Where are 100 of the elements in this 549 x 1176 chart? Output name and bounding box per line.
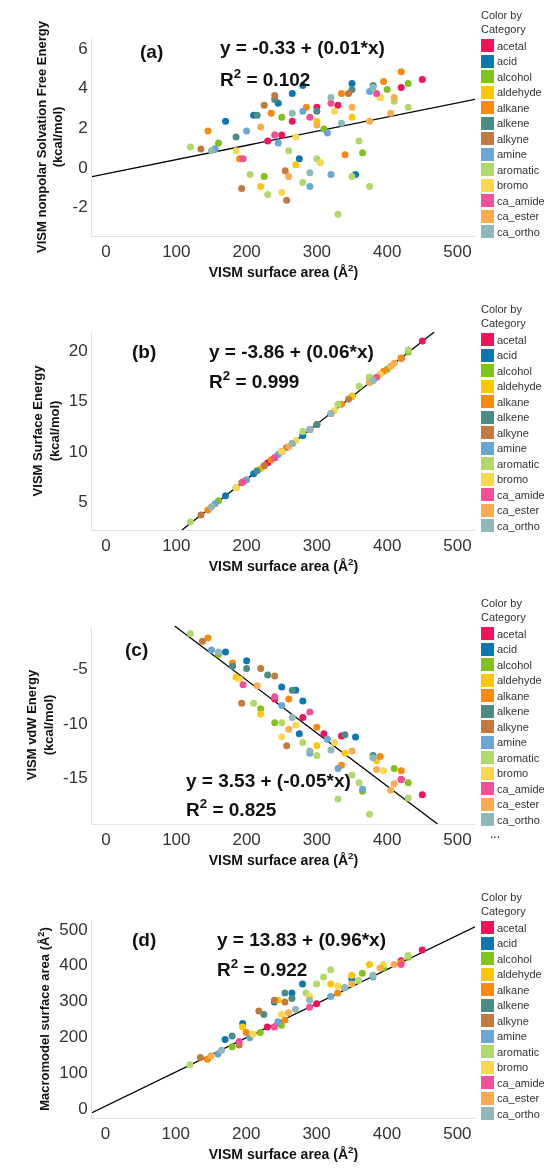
annotation: R$^{2}$ = 0.102 bbox=[220, 66, 311, 90]
legend-label: ca_ester bbox=[497, 209, 540, 224]
annotation: y = -3.86 + (0.06*x) bbox=[209, 341, 374, 362]
legend-label: ca_ester bbox=[497, 797, 540, 812]
legend-label: ca_ortho bbox=[497, 812, 540, 827]
legend-label: ca_amide bbox=[497, 193, 545, 208]
y-tick-label: 400 bbox=[59, 955, 88, 975]
legend-label: ca_ester bbox=[497, 1091, 540, 1106]
legend-label: alkane bbox=[497, 394, 530, 409]
legend-label: alkene bbox=[497, 116, 530, 131]
y-tick-label: 500 bbox=[59, 919, 88, 939]
legend-label: aromatic bbox=[497, 750, 540, 765]
legend-label: acetal bbox=[497, 626, 527, 641]
annotation: y = 3.53 + (-0.05*x) bbox=[186, 770, 351, 791]
legend-label: bromo bbox=[497, 766, 529, 781]
x-axis-title: VISM surface area (Å$^{2}$) bbox=[208, 261, 359, 280]
annotation: (a) bbox=[140, 41, 164, 62]
legend-label: bromo bbox=[497, 1060, 529, 1075]
x-tick-label: 300 bbox=[302, 1124, 331, 1144]
legend-label: acid bbox=[497, 348, 518, 363]
y-tick-label: 6 bbox=[78, 38, 88, 58]
x-tick-label: 100 bbox=[162, 536, 191, 556]
y-tick-label: 20 bbox=[68, 341, 88, 361]
x-tick-label: 200 bbox=[232, 1124, 261, 1144]
x-tick-label: 300 bbox=[302, 242, 332, 262]
annotation: y = 13.83 + (0.96*x) bbox=[217, 929, 387, 950]
y-tick-label: -15 bbox=[63, 768, 88, 788]
legend-label: ca_amide bbox=[497, 1075, 545, 1090]
y-tick-label: 10 bbox=[68, 441, 88, 461]
annotation: (d) bbox=[132, 929, 157, 950]
y-tick-label: 4 bbox=[78, 78, 88, 98]
y-axis-title: VISM Surface Energy (kcal/mol) bbox=[29, 364, 62, 497]
x-tick-label: 100 bbox=[162, 830, 191, 850]
x-tick-label: 200 bbox=[232, 242, 261, 262]
x-tick-label: 0 bbox=[100, 1124, 111, 1144]
y-tick-label: -5 bbox=[72, 659, 88, 679]
legend-label: acetal bbox=[497, 920, 527, 935]
y-tick-label: 5 bbox=[78, 491, 88, 511]
legend-label: alcohol bbox=[497, 951, 532, 966]
x-tick-label: 500 bbox=[443, 536, 472, 556]
annotation: y = -0.33 + (0.01*x) bbox=[220, 37, 385, 58]
legend-label: aldehyde bbox=[497, 379, 542, 394]
legend-label: aromatic bbox=[497, 1044, 540, 1059]
legend-label: alkene bbox=[497, 704, 530, 719]
x-tick-label: 400 bbox=[372, 830, 402, 850]
legend-label: alkane bbox=[497, 982, 530, 997]
legend-label: acetal bbox=[497, 332, 527, 347]
x-tick-label: 0 bbox=[101, 242, 111, 262]
text: ... bbox=[490, 827, 501, 841]
legend-label: aldehyde bbox=[497, 85, 542, 100]
annotation: R$^{2}$ = 0.922 bbox=[217, 956, 308, 980]
x-tick-label: 100 bbox=[162, 242, 191, 262]
x-tick-label: 400 bbox=[372, 1124, 402, 1144]
x-axis-title: VISM surface area (Å$^{2}$) bbox=[208, 849, 359, 868]
legend-label: amine bbox=[497, 735, 527, 750]
legend-label: amine bbox=[497, 1029, 527, 1044]
y-tick-label: 0 bbox=[78, 1098, 88, 1118]
legend-label: alcohol bbox=[497, 69, 532, 84]
legend-label: aromatic bbox=[497, 456, 540, 471]
legend-label: alkane bbox=[497, 100, 530, 115]
legend-label: alkyne bbox=[497, 1013, 529, 1028]
x-tick-label: 500 bbox=[443, 830, 472, 850]
x-tick-label: 400 bbox=[372, 242, 402, 262]
y-tick-label: 15 bbox=[68, 391, 88, 411]
y-tick-label: -10 bbox=[63, 713, 88, 733]
legend-label: alcohol bbox=[497, 657, 532, 672]
legend-label: alkene bbox=[497, 998, 530, 1013]
y-tick-label: -2 bbox=[72, 197, 88, 217]
legend-label: acid bbox=[497, 642, 518, 657]
legend-label: aldehyde bbox=[497, 673, 542, 688]
legend-label: ca_amide bbox=[497, 781, 545, 796]
legend-label: acid bbox=[497, 54, 518, 69]
x-tick-label: 300 bbox=[302, 830, 332, 850]
legend-label: alkane bbox=[497, 688, 530, 703]
x-tick-label: 0 bbox=[101, 536, 111, 556]
annotation: R$^{2}$ = 0.825 bbox=[186, 796, 277, 820]
x-tick-label: 0 bbox=[101, 830, 111, 850]
legend-label: bromo bbox=[497, 178, 529, 193]
legend-label: acetal bbox=[497, 38, 527, 53]
x-tick-label: 400 bbox=[372, 536, 402, 556]
y-tick-label: 0 bbox=[78, 157, 88, 177]
legend-label: ca_ester bbox=[497, 503, 540, 518]
legend-label: alcohol bbox=[497, 363, 532, 378]
annotation: (b) bbox=[132, 341, 157, 362]
legend-label: alkyne bbox=[497, 425, 529, 440]
legend-label: aldehyde bbox=[497, 967, 542, 982]
legend-label: amine bbox=[497, 441, 527, 456]
legend-label: alkene bbox=[497, 410, 530, 425]
y-axis-title: VISM vdW Energy (kcal/mol) bbox=[24, 668, 56, 781]
legend-label: ca_ortho bbox=[497, 224, 540, 239]
legend-label: ca_ortho bbox=[497, 518, 540, 533]
y-axis-title: VISM nonpolar Solvation Free Energy (kcal/mol) bbox=[33, 20, 66, 253]
x-tick-label: 100 bbox=[161, 1124, 190, 1144]
legend-label: alkyne bbox=[497, 719, 529, 734]
x-tick-label: 200 bbox=[232, 830, 261, 850]
annotation: (c) bbox=[125, 639, 149, 660]
y-tick-label: 100 bbox=[59, 1062, 88, 1082]
x-tick-label: 500 bbox=[443, 1124, 472, 1144]
x-tick-label: 200 bbox=[232, 536, 261, 556]
legend-label: acid bbox=[497, 936, 518, 951]
